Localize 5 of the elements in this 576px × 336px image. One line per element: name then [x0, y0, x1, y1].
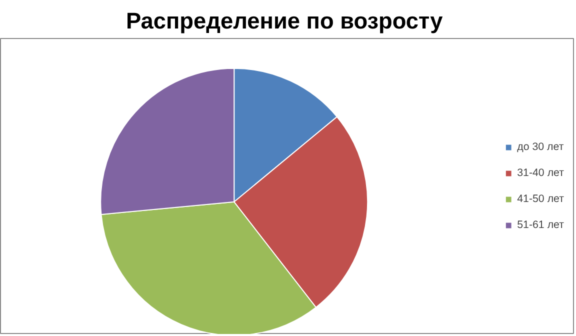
legend-label: 31-40 лет [517, 167, 564, 179]
legend-label: до 30 лет [517, 141, 564, 153]
legend-label: 51-61 лет [517, 219, 564, 231]
chart-title: Распределение по возросту [126, 8, 444, 34]
legend-label: 41-50 лет [517, 193, 564, 205]
